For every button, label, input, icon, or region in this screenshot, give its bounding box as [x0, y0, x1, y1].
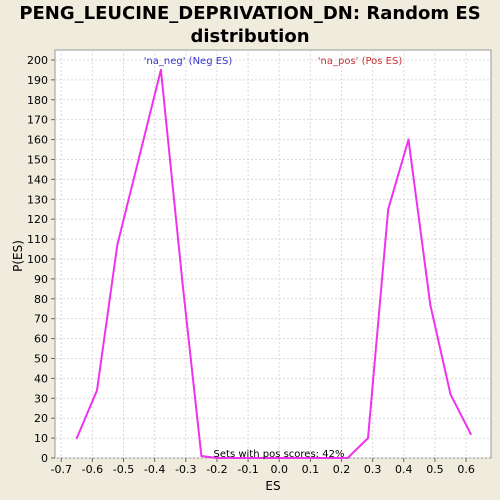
y-tick-label: 200: [27, 54, 48, 67]
x-axis-ticks: -0.7 -0.6 -0.5 -0.4 -0.3 -0.2 -0.1 0.0 0.1 0.2 0.3…: [50, 458, 475, 476]
data-point: [75, 437, 78, 440]
data-point: [387, 208, 390, 211]
x-tick-label: -0.3: [175, 463, 196, 476]
y-tick-label: 160: [27, 134, 48, 147]
y-tick-label: 50: [34, 352, 48, 365]
x-tick-label: 0.5: [426, 463, 444, 476]
legend-neg-label: 'na_neg' (Neg ES): [144, 56, 233, 67]
x-tick-label: 0.4: [395, 463, 413, 476]
grid: [55, 50, 491, 459]
data-point: [200, 455, 203, 458]
data-point: [96, 389, 99, 392]
data-point: [469, 433, 472, 436]
legend-pos-label: 'na_pos' (Pos ES): [318, 56, 403, 67]
y-axis-ticks: 0 10 20 30 40 50 60 70 80 90 100 110 120 130 140 150 160…: [27, 54, 55, 465]
y-tick-label: 140: [27, 173, 48, 186]
data-point: [429, 303, 432, 306]
y-tick-label: 110: [27, 233, 48, 246]
data-point: [215, 457, 218, 459]
y-tick-label: 90: [34, 273, 48, 286]
data-point: [278, 457, 281, 459]
x-tick-label: 0.0: [270, 463, 288, 476]
y-tick-label: 130: [27, 193, 48, 206]
y-tick-label: 0: [41, 452, 48, 465]
x-tick-label: 0.2: [333, 463, 351, 476]
y-tick-label: 120: [27, 213, 48, 226]
y-axis-label: P(ES): [11, 240, 25, 272]
data-point: [116, 244, 119, 247]
y-tick-label: 10: [34, 432, 48, 445]
chart-title: PENG_LEUCINE_DEPRIVATION_DN: Random ES d…: [0, 2, 500, 48]
y-tick-label: 190: [27, 74, 48, 87]
chart-title-line-1: PENG_LEUCINE_DEPRIVATION_DN: Random ES: [19, 3, 481, 24]
y-tick-label: 170: [27, 114, 48, 127]
x-tick-label: -0.5: [113, 463, 134, 476]
data-point: [407, 138, 410, 141]
y-tick-label: 60: [34, 333, 48, 346]
data-point: [366, 437, 369, 440]
series-group: [75, 68, 472, 459]
x-tick-label: -0.4: [144, 463, 165, 476]
x-tick-label: 0.6: [457, 463, 475, 476]
data-point: [181, 283, 184, 286]
x-tick-label: -0.1: [237, 463, 258, 476]
data-point: [449, 393, 452, 396]
x-tick-label: -0.7: [50, 463, 71, 476]
y-tick-label: 40: [34, 372, 48, 385]
data-point: [346, 457, 349, 459]
y-tick-label: 100: [27, 253, 48, 266]
y-tick-label: 20: [34, 412, 48, 425]
pos-scores-annotation: Sets with pos scores: 42%: [214, 449, 345, 460]
y-tick-label: 180: [27, 94, 48, 107]
x-tick-label: 0.3: [364, 463, 382, 476]
x-tick-label: 0.1: [302, 463, 320, 476]
plot-area: [54, 49, 492, 459]
y-tick-label: 150: [27, 153, 48, 166]
y-tick-label: 80: [34, 293, 48, 306]
y-tick-label: 30: [34, 392, 48, 405]
x-tick-label: -0.2: [206, 463, 227, 476]
x-tick-label: -0.6: [82, 463, 103, 476]
x-axis-label: ES: [265, 479, 280, 493]
data-point: [159, 68, 162, 71]
y-tick-label: 70: [34, 313, 48, 326]
chart-title-line-2: distribution: [190, 26, 310, 47]
